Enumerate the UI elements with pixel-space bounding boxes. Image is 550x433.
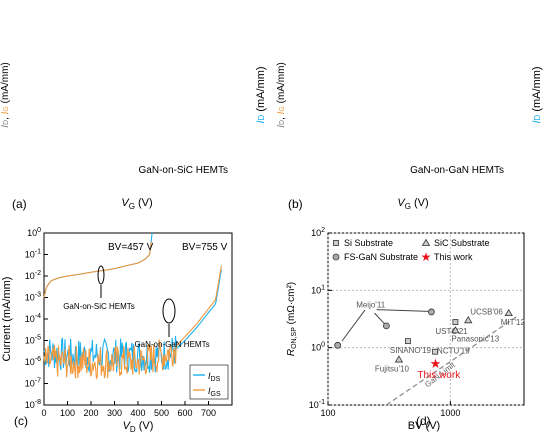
x-tick-label: 500 [154,408,169,418]
device-annotation: GaN-on-SiC HEMTs [139,165,228,176]
y-tick-label: 10-6 [25,356,41,367]
meijo-arrow [374,312,385,325]
sic-marker [464,316,473,324]
gan-device-label: GaN-on-GaN HEMTs [134,340,209,349]
x-axis-label: VG (V) [397,197,428,211]
y-right-axis-label: ID (mA/mm) [255,66,267,123]
sic-marker [504,308,513,317]
y-tick-label: 10-1 [309,399,325,410]
point-label: Meijo'11 [356,301,386,310]
si-marker [432,348,438,355]
y-tick-label: 10-4 [25,313,41,324]
si-marker [452,319,459,325]
x-axis-label: VG (V) [121,197,152,211]
fsgan-marker [427,308,435,316]
this-work-star-icon: ★ [430,356,442,371]
x-tick-label: 0 [41,408,46,418]
legend-box [189,364,229,400]
x-tick-label: 200 [83,408,98,418]
legend-label: IDS [208,371,221,383]
legend-label: Si Substrate [344,238,393,248]
panel-2: 0 100 200 300 400 500 600 700 10-8 10-7 10-6 10-5 10… [1,227,233,433]
legend-si-marker [333,240,339,246]
sic-device-label: GaN-on-SiC HEMTs [63,302,135,311]
point-label: Panasonic'13 [451,334,499,343]
bv-sic-annotation: BV=457 V [108,242,154,253]
y-tick-label: 10-5 [25,335,41,346]
point-label: MIT'12 [501,318,526,327]
y-tick-label: 10-1 [25,249,41,260]
legend-label: IGS [208,386,221,398]
panel-label: (a) [12,197,27,211]
meijo-arrow [341,309,366,342]
legend-label: FS-GaN Substrate [344,252,418,262]
y-tick-label: 100 [311,342,325,353]
y-tick-label: 100 [27,227,41,238]
sic-ellipse-marker [97,265,105,285]
bv-gan-annotation: BV=755 V [182,242,228,253]
sic-marker [451,326,460,334]
point-label: SINANO'19 [390,346,432,355]
y-axis-label: RON,SP (mΩ·cm²) [286,282,298,356]
x-tick-label: 1000 [440,408,460,418]
point-label: USTC'21 [435,327,468,336]
x-tick-label: 300 [107,408,122,418]
panel-label: (d) [416,414,431,428]
point-label: Fujitsu'10 [375,365,410,374]
y-tick-label: 10-8 [25,399,41,410]
meijo-arrow [376,309,429,312]
y-left-axis-label: ID, IG (mA/mm) [0,62,11,128]
series-line-blue [43,269,222,374]
y-tick-label: 10-7 [25,378,41,389]
x-tick-label: 400 [130,408,145,418]
legend-fsgan-marker [332,253,340,261]
x-axis-label: BV (V) [408,420,440,432]
fsgan-marker [334,341,342,349]
x-tick-label: 100 [320,408,335,418]
panel-label: (b) [288,197,303,211]
legend-label: SiC Substrate [434,238,490,248]
device-annotation: GaN-on-GaN HEMTs [410,165,504,176]
y-tick-label: 101 [311,284,325,295]
legend-label: This work [434,252,473,262]
point-label: UCSB'06 [470,307,503,316]
x-tick-label: 100 [60,408,75,418]
x-axis-label: VD (V) [123,420,154,433]
y-axis-label: Current (mA/mm) [1,277,13,362]
legend-star-icon: ★ [421,250,432,264]
series-line-orange [43,265,222,380]
y-tick-label: 102 [311,227,325,238]
y-tick-label: 10-2 [25,270,41,281]
sic-marker [394,355,404,363]
panel-label: (c) [14,414,28,428]
si-marker [405,338,411,345]
point-label: This work [417,370,461,381]
fsgan-marker [382,322,390,330]
gan-limit-line [386,315,518,406]
x-tick-label: 700 [201,408,216,418]
legend-sic-marker [421,238,431,246]
y-right-axis-label: ID (mA/mm) [531,66,543,123]
y-left-axis-label: ID, IG (mA/mm) [276,62,287,128]
x-tick-label: 600 [177,408,192,418]
y-tick-label: 10-3 [25,292,41,303]
gan-ellipse-marker [162,298,176,324]
point-label: NCTU'19 [437,347,470,356]
